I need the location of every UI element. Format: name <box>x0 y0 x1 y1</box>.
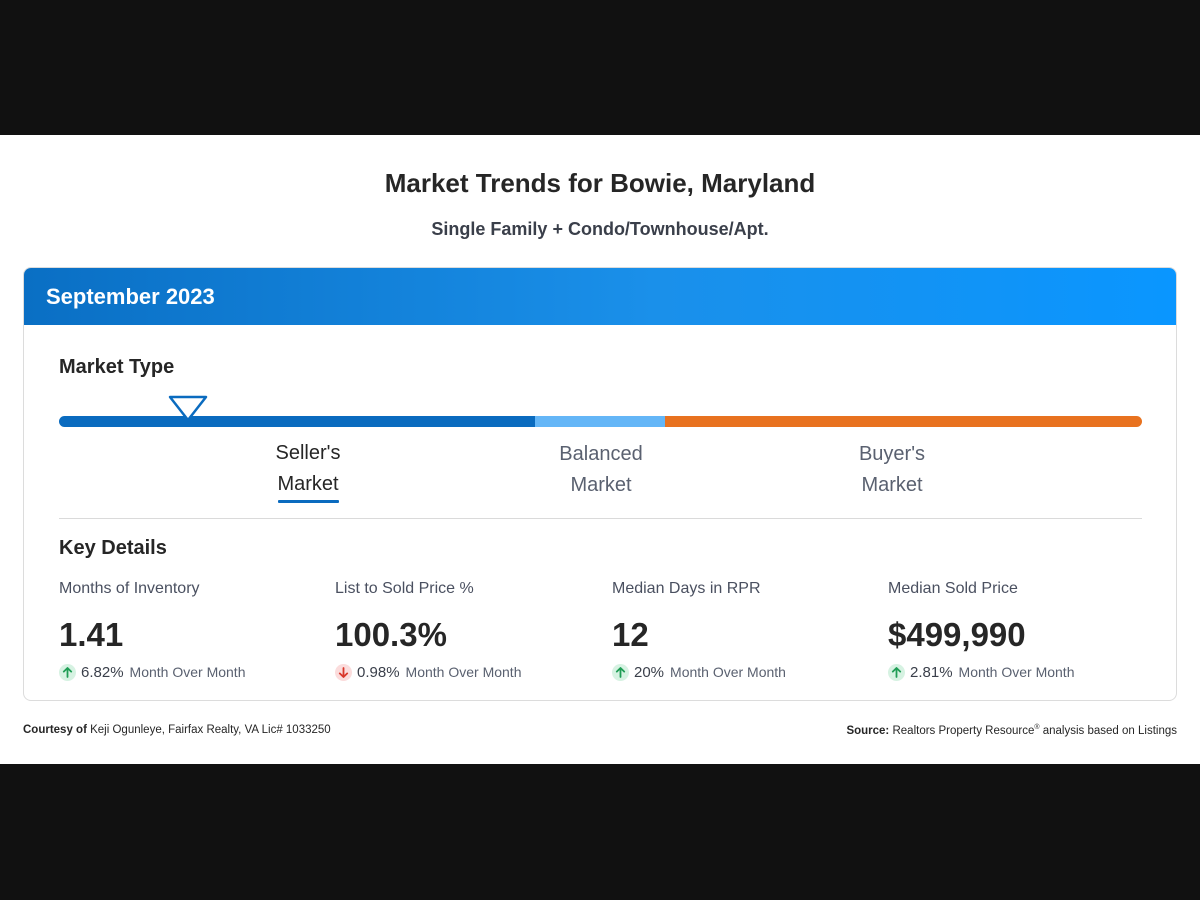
courtesy-text: Keji Ogunleye, Fairfax Realty, VA Lic# 1… <box>90 724 331 736</box>
arrow-up-icon <box>59 663 76 681</box>
sellers-market-line1: Seller's <box>275 442 341 464</box>
change-percent: 20% <box>634 663 665 681</box>
sellers-market-label: Seller's Market <box>258 438 358 503</box>
market-type-heading: Market Type <box>59 356 175 378</box>
buyers-market-label: Buyer's Market <box>842 439 942 501</box>
sellers-market-line2: Market <box>277 473 339 495</box>
source-text-2: analysis based on Listings <box>1042 724 1177 737</box>
change-percent: 2.81% <box>910 663 953 681</box>
stat-median-sold-price: Median Sold Price $499,990 2.81% Month O… <box>888 580 1158 682</box>
period-label: September 2023 <box>46 284 215 309</box>
stat-list-to-sold-price: List to Sold Price % 100.3% 0.98% Month … <box>335 580 605 682</box>
change-period: Month Over Month <box>129 664 246 680</box>
stat-change: 20% Month Over Month <box>612 662 882 682</box>
arrow-up-icon <box>888 663 905 681</box>
card-header: September 2023 <box>24 268 1176 325</box>
source-text-1: Realtors Property Resource <box>892 724 1035 737</box>
source-label: Source: <box>846 724 890 737</box>
courtesy-label: Courtesy of <box>23 724 87 736</box>
stat-value: 100.3% <box>335 616 447 653</box>
balanced-market-label: Balanced Market <box>541 439 661 501</box>
stat-value: 1.41 <box>59 616 124 653</box>
balanced-market-segment <box>535 416 665 427</box>
footer-source: Source: Realtors Property Resource® anal… <box>846 724 1177 737</box>
page-subtitle: Single Family + Condo/Townhouse/Apt. <box>431 219 769 239</box>
market-type-bar <box>59 416 1142 427</box>
footer-courtesy: Courtesy of Keji Ogunleye, Fairfax Realt… <box>23 724 331 736</box>
registered-mark: ® <box>1034 724 1040 731</box>
stat-value: $499,990 <box>888 616 1026 653</box>
stat-value: 12 <box>612 616 649 653</box>
stat-change: 6.82% Month Over Month <box>59 662 329 682</box>
change-period: Month Over Month <box>958 664 1075 680</box>
change-period: Month Over Month <box>670 664 786 680</box>
stat-label: Median Sold Price <box>888 580 1018 597</box>
stat-change: 0.98% Month Over Month <box>335 662 605 682</box>
change-percent: 0.98% <box>357 663 400 681</box>
market-card: September 2023 Market Type Seller's Mark… <box>23 267 1177 701</box>
buyers-market-segment <box>665 416 1142 427</box>
stat-label: Months of Inventory <box>59 580 200 597</box>
stat-label: Median Days in RPR <box>612 580 761 597</box>
balanced-market-line1: Balanced <box>559 443 643 465</box>
balanced-market-line2: Market <box>570 474 632 496</box>
section-divider <box>59 518 1142 519</box>
stat-months-of-inventory: Months of Inventory 1.41 6.82% Month Ove… <box>59 580 329 682</box>
key-details-heading: Key Details <box>59 537 167 559</box>
stat-change: 2.81% Month Over Month <box>888 662 1158 682</box>
arrow-up-icon <box>612 663 629 681</box>
buyers-market-line2: Market <box>861 474 923 496</box>
stat-median-days-in-rpr: Median Days in RPR 12 20% Month Over Mon… <box>612 580 882 682</box>
stat-label: List to Sold Price % <box>335 580 474 597</box>
arrow-down-icon <box>335 663 352 681</box>
market-trends-sheet: Market Trends for Bowie, Maryland Single… <box>0 135 1200 764</box>
change-percent: 6.82% <box>81 663 124 681</box>
active-underline <box>277 500 339 503</box>
triangle-down-marker-icon <box>168 395 208 422</box>
buyers-market-line1: Buyer's <box>858 443 926 465</box>
page-title: Market Trends for Bowie, Maryland <box>384 168 816 198</box>
change-period: Month Over Month <box>405 664 522 680</box>
sellers-market-segment <box>59 416 535 427</box>
